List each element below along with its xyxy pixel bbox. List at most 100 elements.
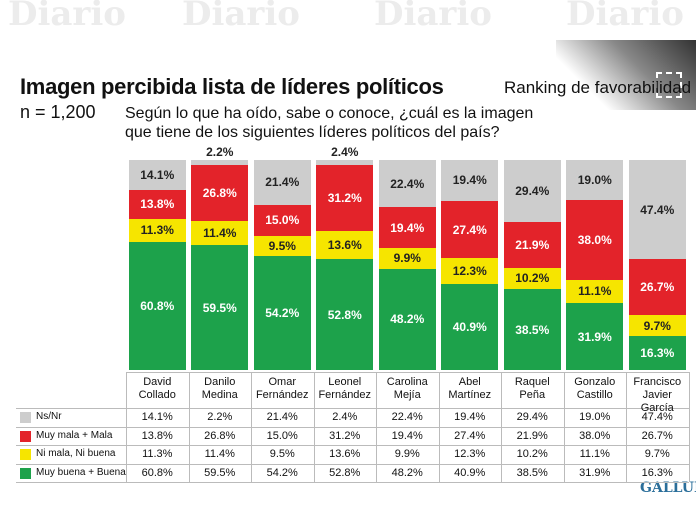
value-label: 10.2%	[515, 271, 550, 286]
value-label: 47.4%	[640, 202, 675, 217]
value-label: 29.4%	[515, 183, 550, 198]
value-label: 11.3%	[140, 223, 174, 238]
value-label: 13.6%	[327, 237, 362, 252]
sample-size: n = 1,200	[20, 102, 96, 122]
legend-label: Ns/Nr	[36, 411, 62, 422]
value-label: 9.9%	[393, 251, 421, 266]
table-value: 16.3%	[641, 466, 673, 479]
table-line	[16, 408, 689, 409]
title: Imagen percibida lista de líderes políti…	[20, 74, 444, 99]
bar-segment	[628, 335, 686, 370]
category-label: David Collado	[138, 376, 176, 401]
table-value: 11.4%	[204, 448, 235, 461]
table-value: 2.2%	[207, 411, 233, 423]
table-value: 54.2%	[266, 466, 298, 479]
value-label: 31.2%	[327, 190, 362, 205]
bar-segment	[628, 315, 686, 336]
table-value: 27.4%	[454, 429, 486, 442]
value-label: 21.4%	[265, 175, 300, 190]
bar-segment	[191, 221, 249, 246]
value-label: 26.8%	[202, 185, 237, 200]
value-label: 48.2%	[390, 312, 425, 327]
table-value: 38.0%	[579, 429, 611, 442]
bar-segment	[378, 268, 436, 370]
bar-segment	[191, 245, 249, 370]
table-value: 21.9%	[516, 429, 548, 442]
bar-segment	[316, 259, 374, 370]
value-label: 12.3%	[452, 264, 487, 279]
table-value: 13.8%	[141, 429, 173, 442]
expand-icon	[656, 72, 682, 98]
bar-segment	[441, 284, 499, 370]
table-value: 26.7%	[641, 429, 673, 442]
table-value: 13.6%	[329, 448, 361, 461]
table-line	[126, 372, 689, 373]
corner-shade	[556, 40, 696, 110]
bar-segment	[503, 160, 561, 222]
value-label: 22.4%	[390, 176, 425, 191]
table-value: 31.2%	[329, 429, 361, 442]
table-value: 15.0%	[266, 429, 298, 442]
table-value: 26.8%	[204, 429, 236, 442]
bar-segment	[566, 199, 624, 280]
bar-segment	[253, 159, 311, 205]
category-label: Danilo Medina	[201, 376, 238, 401]
bar-segment	[378, 247, 436, 269]
bar-segment	[253, 236, 311, 257]
bar-segment	[441, 258, 499, 285]
bar-segment	[441, 160, 499, 201]
value-label: 13.8%	[140, 197, 175, 212]
table-value: 11.3%	[142, 448, 173, 461]
legend-label: Ni mala, Ni buena	[36, 448, 116, 460]
bar-segment	[566, 160, 624, 200]
value-label: 52.8%	[327, 307, 362, 322]
table-value: 9.9%	[394, 448, 420, 461]
value-label: 59.5%	[202, 300, 237, 315]
value-label: 11.1%	[578, 284, 612, 299]
logo: GALLUP	[640, 480, 696, 496]
value-label: 19.4%	[452, 173, 487, 188]
question-line: que tiene de los siguientes líderes polí…	[125, 124, 500, 141]
table-value: 2.4%	[332, 411, 358, 423]
watermark: Diario	[566, 0, 684, 34]
value-label: 60.8%	[140, 299, 175, 314]
value-label: 19.4%	[390, 220, 425, 235]
category-label: Francisco Javier García	[633, 376, 682, 414]
table-value: 59.5%	[204, 466, 236, 479]
bar-segment	[128, 242, 186, 370]
legend-swatch	[20, 449, 31, 461]
value-label: 27.4%	[452, 222, 487, 237]
watermark: Diario	[8, 0, 126, 34]
table-value: 11.1%	[579, 448, 610, 461]
bar-segment	[566, 303, 624, 370]
bar-segment	[628, 159, 686, 260]
value-label: 38.5%	[515, 322, 550, 337]
bar-segment	[378, 160, 436, 208]
table-line	[16, 482, 689, 484]
legend-swatch	[20, 430, 31, 442]
table-value: 12.3%	[454, 448, 486, 461]
bar-segment	[191, 160, 249, 165]
table-value: 52.8%	[329, 466, 361, 479]
bar-segment	[128, 218, 186, 243]
table-line	[16, 463, 689, 465]
value-label: 21.9%	[515, 237, 550, 252]
value-label: 19.0%	[577, 172, 612, 187]
table-value: 14.1%	[141, 411, 173, 423]
table-value: 47.4%	[641, 411, 673, 423]
value-label: 9.7%	[643, 318, 671, 333]
bar-segment	[316, 165, 374, 231]
legend-label: Muy buena + Buena	[36, 466, 126, 478]
table-value: 48.2%	[391, 466, 423, 479]
table-value: 9.5%	[269, 448, 295, 461]
bar-segment	[503, 289, 561, 370]
bar-segment	[128, 160, 186, 190]
value-label: 38.0%	[577, 232, 612, 247]
legend-swatch	[20, 467, 31, 479]
table-value: 60.8%	[141, 466, 173, 479]
bar-segment	[191, 164, 249, 222]
value-label: 2.2%	[206, 145, 234, 160]
table-line	[16, 445, 689, 447]
bar-segment	[316, 160, 374, 166]
table-value: 19.0%	[579, 411, 611, 423]
